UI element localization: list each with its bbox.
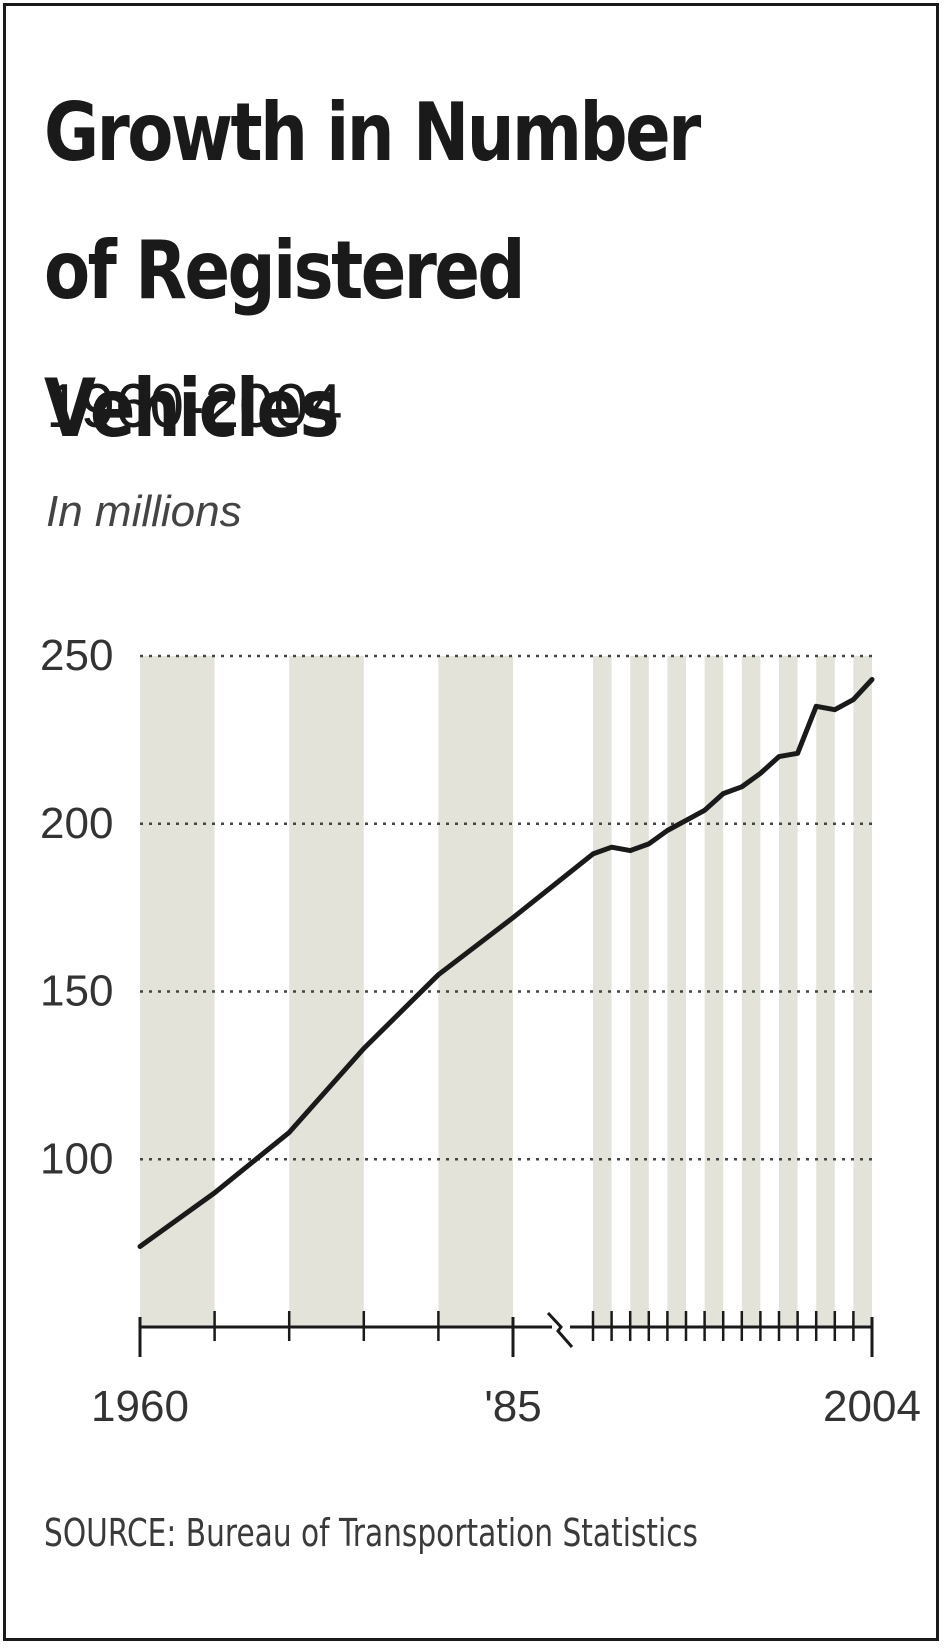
chart-title: Growth in Number of Registered Vehicles — [44, 86, 701, 455]
source-note: SOURCE: Bureau of Transportation Statist… — [44, 1511, 698, 1555]
x-tick-labels: 1960 '85 2004 — [91, 1382, 921, 1431]
x-axis — [138, 1311, 874, 1357]
y-axis-units: In millions — [46, 487, 242, 536]
y-tick-label: 100 — [40, 1134, 113, 1183]
x-tick-label: 1960 — [91, 1382, 189, 1431]
series-line — [137, 677, 875, 1249]
chart-subtitle: 1960-2004 — [46, 372, 343, 441]
shaded-band — [667, 656, 686, 1327]
x-tick-label: '85 — [484, 1382, 541, 1431]
y-tick-labels: 100 150 200 250 — [40, 631, 113, 1183]
y-tick-label: 250 — [40, 631, 113, 680]
y-tick-label: 200 — [40, 799, 113, 848]
data-series — [137, 677, 875, 1249]
y-tick-label: 150 — [40, 967, 113, 1016]
x-tick-label: 2004 — [823, 1382, 921, 1431]
shaded-band — [289, 656, 364, 1327]
shaded-band — [741, 656, 761, 1327]
shaded-band — [593, 656, 612, 1327]
axis-break-mark — [546, 1311, 574, 1348]
